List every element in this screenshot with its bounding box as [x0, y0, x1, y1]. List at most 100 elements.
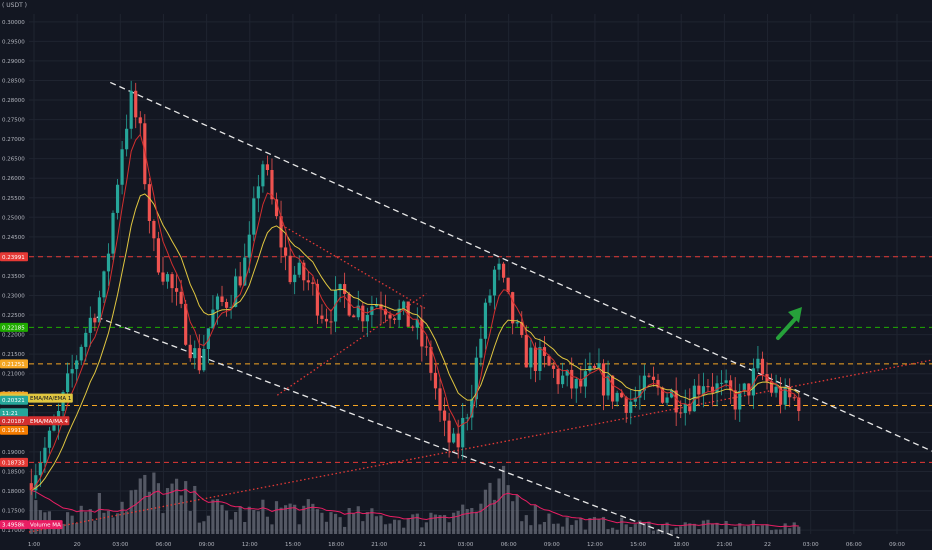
- volume-bar: [29, 490, 33, 534]
- candle-body: [674, 390, 678, 413]
- candle-body: [756, 358, 760, 369]
- candle-body: [402, 301, 406, 309]
- candle-body: [642, 375, 646, 391]
- volume-bar: [683, 522, 687, 534]
- candle-body: [333, 290, 338, 322]
- y-tick-label: 0.27500: [2, 118, 25, 124]
- volume-bar: [388, 523, 392, 534]
- candle-body: [156, 238, 161, 273]
- volume-bar: [642, 522, 646, 534]
- volume-bar: [479, 503, 483, 534]
- volume-bar: [765, 524, 769, 534]
- candle-body: [497, 263, 501, 270]
- volume-bar: [66, 512, 70, 534]
- candle-body: [293, 274, 297, 283]
- y-tick-label: 0.27000: [2, 137, 25, 143]
- candle-body: [442, 410, 447, 421]
- volume-bar: [515, 495, 519, 534]
- y-tick-label: 0.18000: [2, 489, 25, 495]
- candle-body: [447, 420, 451, 443]
- volume-bar: [461, 504, 465, 534]
- candle-body: [783, 387, 787, 405]
- volume-bar: [579, 518, 583, 534]
- volume-bar: [70, 515, 74, 534]
- candle-body: [579, 378, 583, 387]
- up-arrow-icon: [776, 307, 802, 340]
- volume-bar: [156, 483, 161, 534]
- volume-bar: [551, 523, 556, 534]
- candle-body: [79, 346, 83, 361]
- volume-bar: [197, 522, 201, 534]
- volume-bar: [792, 522, 796, 534]
- y-tick-label: 0.17000: [2, 528, 25, 534]
- volume-bar: [724, 521, 728, 534]
- volume-bars: [29, 465, 801, 534]
- volume-bar: [533, 505, 537, 534]
- volume-bar: [302, 505, 306, 534]
- volume-bar: [393, 519, 397, 534]
- volume-bar: [511, 501, 515, 534]
- candle-body: [379, 304, 383, 310]
- candle-body: [551, 365, 556, 369]
- candle-body: [197, 348, 201, 371]
- x-tick-label: 03:00: [112, 542, 128, 548]
- y-tick-label: 0.26000: [2, 176, 25, 182]
- candle-body: [238, 276, 242, 286]
- candle-body: [284, 247, 288, 256]
- y-tick-label: 0.25000: [2, 215, 25, 221]
- price-tag-label: 0.19911: [2, 428, 25, 434]
- candle-body: [211, 309, 215, 329]
- indicator-tag-box: [28, 393, 73, 403]
- y-tick-label: 0.30000: [2, 20, 25, 26]
- volume-bar: [424, 522, 428, 534]
- candle-body: [120, 149, 124, 185]
- volume-bar: [311, 503, 315, 534]
- candle-body: [547, 355, 551, 366]
- candle-body: [125, 128, 129, 150]
- volume-bar: [556, 523, 560, 534]
- indicator-tag-box: [28, 520, 63, 530]
- volume-bar: [397, 520, 401, 534]
- candle-body: [438, 388, 442, 411]
- candle-body: [729, 380, 733, 391]
- x-tick-label: 1:00: [28, 542, 41, 548]
- candle-body: [397, 308, 401, 320]
- candle-body: [261, 164, 265, 187]
- y-tick-label: 0.22500: [2, 313, 25, 319]
- candle-body: [29, 483, 33, 491]
- x-tick-label: 09:00: [544, 542, 560, 548]
- ema-red-line: [30, 133, 800, 491]
- volume-bar: [265, 516, 270, 534]
- volume-bar: [483, 489, 488, 534]
- volume-bar: [202, 521, 206, 534]
- x-axis: 1:00 20 03:00 06:00 09:00 12:00 15:00 18:00 21:0…: [28, 542, 906, 548]
- volume-bar: [370, 508, 374, 534]
- volume-bar: [293, 504, 297, 534]
- volume-bar: [438, 515, 442, 534]
- volume-bar: [442, 514, 447, 534]
- volume-bar: [706, 519, 710, 534]
- volume-bar: [383, 524, 388, 534]
- candle-body: [774, 386, 778, 393]
- volume-bar: [106, 510, 111, 534]
- candle-body: [624, 397, 628, 413]
- volume-bar: [361, 521, 365, 534]
- moving-averages: [30, 133, 800, 491]
- x-tick-label: 03:00: [458, 542, 474, 548]
- volume-bar: [188, 511, 192, 534]
- candle-body: [747, 383, 751, 396]
- candle-body: [742, 383, 746, 392]
- candle-body: [306, 280, 310, 283]
- volume-bar: [270, 524, 274, 534]
- volume-bar: [147, 491, 151, 534]
- volume-bar: [333, 513, 338, 534]
- volume-bar: [365, 512, 369, 534]
- volume-bar: [374, 516, 379, 534]
- volume-bar: [583, 529, 587, 534]
- candle-body: [656, 379, 660, 388]
- x-tick-label: 06:00: [156, 542, 172, 548]
- candle-body: [302, 262, 306, 281]
- candlesticks: [29, 80, 801, 499]
- volume-bar: [660, 524, 665, 534]
